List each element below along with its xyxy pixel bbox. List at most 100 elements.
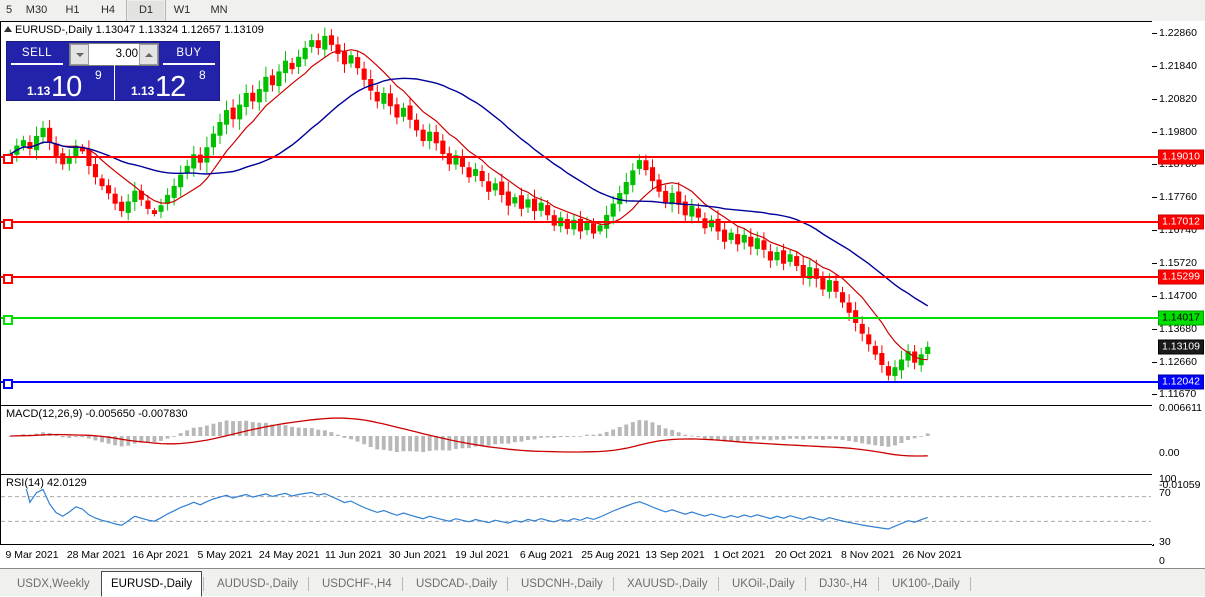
volume-value: 3.00 (115, 48, 138, 60)
date-tick-label: 26 Nov 2021 (902, 549, 962, 561)
collapse-triangle-icon[interactable] (4, 26, 12, 32)
chevron-up-icon (144, 52, 153, 57)
price-tick-label: 1.15720 (1159, 257, 1197, 270)
price-tick (1152, 164, 1157, 166)
chart-header: EURUSD-,Daily 1.13047 1.13324 1.12657 1.… (4, 24, 264, 36)
timeframe-mn-button[interactable]: MN (210, 4, 228, 16)
price-tick-label: 1.22860 (1159, 26, 1197, 39)
chart-tab-usdcad-daily[interactable]: USDCAD-,Daily (416, 578, 498, 590)
level-axis-stub (1152, 220, 1162, 223)
chevron-down-icon (75, 52, 84, 57)
date-tick-label: 16 Apr 2021 (132, 549, 189, 561)
macd-series (8, 417, 930, 457)
level-handle[interactable] (3, 218, 13, 229)
sell-price-display[interactable]: 1.13 10 9 (7, 65, 112, 100)
price-tick (1152, 197, 1157, 199)
trade-panel-toolbar: SELL 3.00 BUY (7, 42, 219, 66)
date-tick-label: 24 May 2021 (258, 549, 320, 561)
buy-button[interactable]: BUY (163, 44, 215, 65)
macd-axis-label: 0.006611 (1159, 402, 1203, 414)
level-line-1.14017[interactable] (1, 315, 1153, 326)
date-tick-label: 9 Mar 2021 (5, 549, 59, 561)
one-click-trading-panel[interactable]: SELL 3.00 BUY 1.13 10 9 1.13 12 8 (6, 41, 220, 101)
chart-tab-bar[interactable]: USDX,Weekly EURUSD-,Daily AUDUSD-,Daily USD… (0, 568, 1205, 597)
chart-tab-eurusd-daily[interactable]: EURUSD-,Daily (101, 571, 203, 597)
chart-tab-usdx-weekly[interactable]: USDX,Weekly (17, 578, 90, 590)
rsi-pane[interactable]: RSI(14) 42.0129 (0, 474, 1154, 546)
timeframe-5-button[interactable]: 5 (5, 4, 13, 16)
date-tick-label: 1 Oct 2021 (713, 549, 765, 561)
chart-area[interactable]: MACD(12,26,9) -0.005650 -0.007830 RSI(14… (0, 21, 1205, 569)
price-badge-last-price[interactable]: 1.13109 (1158, 339, 1204, 355)
macd-label: MACD(12,26,9) -0.005650 -0.007830 (5, 408, 189, 420)
chart-tab-ukoil-daily[interactable]: UKOil-,Daily (732, 578, 795, 590)
volume-increase-button[interactable] (139, 44, 158, 65)
price-axis[interactable]: 1.228601.218401.208201.198001.187801.177… (1152, 21, 1205, 567)
price-tick-label: 1.21840 (1159, 59, 1197, 72)
price-tick-label: 1.12660 (1159, 355, 1197, 368)
chart-tab-usdchf-h4[interactable]: USDCHF-,H4 (322, 578, 392, 590)
sell-button[interactable]: SELL (11, 44, 63, 65)
level-axis-stub (1152, 380, 1162, 383)
buy-price-fraction: 8 (199, 68, 206, 82)
level-line-1.15299[interactable] (1, 273, 1153, 284)
date-tick-label: 8 Nov 2021 (841, 549, 895, 561)
timeframe-m30-button[interactable]: M30 (25, 4, 48, 16)
tab-separator (308, 577, 309, 591)
sell-price-fraction: 9 (95, 68, 102, 82)
timeframe-d1-button[interactable]: D1 (126, 0, 166, 21)
price-badge-support[interactable]: 1.14017 (1158, 310, 1204, 326)
level-line-1.12042[interactable] (1, 378, 1153, 389)
chart-tab-uk100-daily[interactable]: UK100-,Daily (892, 578, 960, 590)
level-handle[interactable] (3, 315, 13, 326)
rsi-series (1, 477, 1151, 530)
volume-input[interactable]: 3.00 (69, 43, 159, 66)
price-badge-support[interactable]: 1.12042 (1158, 374, 1204, 390)
price-tick (1152, 296, 1157, 298)
macd-pane[interactable]: MACD(12,26,9) -0.005650 -0.007830 (0, 405, 1154, 477)
price-tick (1152, 361, 1157, 363)
price-tick (1152, 98, 1157, 100)
chart-tab-usdcnh-daily[interactable]: USDCNH-,Daily (521, 578, 603, 590)
price-badge-resistance[interactable]: 1.15299 (1158, 269, 1204, 285)
rsi-axis-label: 70 (1159, 487, 1171, 499)
timeframe-w1-button[interactable]: W1 (173, 4, 191, 16)
price-tick-label: 1.19800 (1159, 125, 1197, 138)
price-tick (1152, 393, 1157, 395)
price-tick-label: 1.11670 (1159, 387, 1197, 400)
price-tick-label: 1.17760 (1159, 191, 1197, 204)
price-tick-label: 1.13680 (1159, 323, 1197, 335)
date-tick-label: 20 Oct 2021 (774, 549, 833, 561)
date-tick-label: 28 Mar 2021 (66, 549, 126, 561)
buy-price-display[interactable]: 1.13 12 8 (114, 65, 220, 100)
tab-separator (970, 577, 971, 591)
price-tick (1152, 329, 1157, 330)
level-line-1.19010[interactable] (1, 154, 1153, 165)
date-tick-label: 13 Sep 2021 (645, 549, 705, 561)
date-tick-label: 6 Aug 2021 (519, 549, 573, 561)
chart-tab-dj30-h4[interactable]: DJ30-,H4 (819, 578, 868, 590)
level-handle[interactable] (3, 154, 13, 165)
price-badge-resistance[interactable]: 1.17012 (1158, 214, 1204, 229)
candlestick-series (7, 27, 931, 384)
timeframe-h1-button[interactable]: H1 (65, 4, 80, 16)
price-tick (1152, 230, 1157, 232)
price-badge-resistance[interactable]: 1.19010 (1158, 149, 1204, 165)
sell-price-prefix: 1.13 (27, 84, 51, 98)
price-tick (1152, 263, 1157, 265)
chart-tab-audusd-daily[interactable]: AUDUSD-,Daily (217, 578, 299, 590)
level-handle[interactable] (3, 273, 13, 284)
sell-price-main: 10 (51, 71, 82, 100)
volume-decrease-button[interactable] (70, 44, 89, 65)
level-handle[interactable] (3, 378, 13, 389)
buy-price-main: 12 (155, 71, 186, 100)
level-line-1.17012[interactable] (1, 218, 1153, 229)
tab-separator (805, 577, 806, 591)
date-axis: 9 Mar 2021 28 Mar 2021 16 Apr 2021 5 May 20… (0, 544, 1152, 569)
buy-price-prefix: 1.13 (131, 84, 155, 98)
chart-tab-xauusd-daily[interactable]: XAUUSD-,Daily (627, 578, 708, 590)
timeframe-h4-button[interactable]: H4 (100, 4, 116, 16)
level-axis-stub (1152, 156, 1162, 159)
price-tick (1152, 65, 1157, 67)
date-tick-label: 25 Aug 2021 (581, 549, 641, 561)
